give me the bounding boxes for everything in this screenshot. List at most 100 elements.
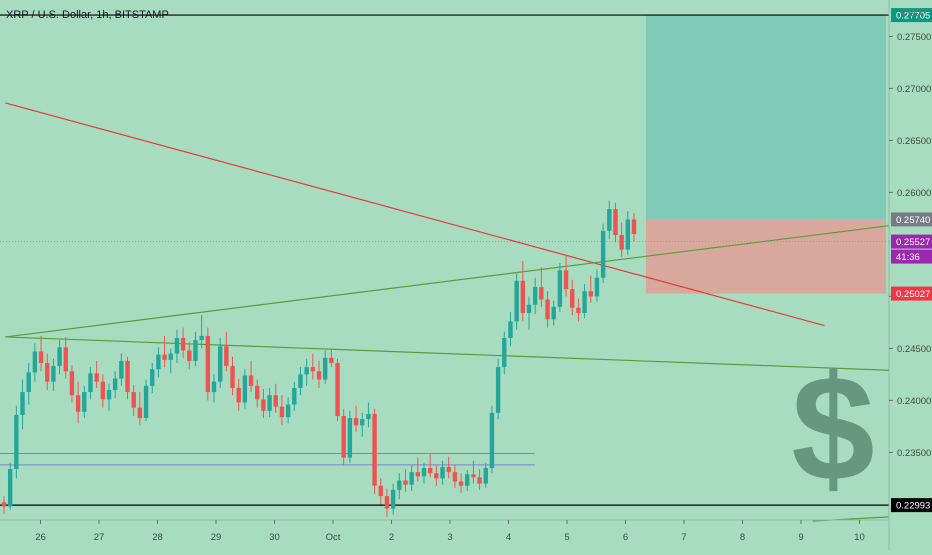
candle [594,269,600,302]
candle-body [594,277,600,297]
x-tick-label-5: Oct [326,532,341,543]
candle-body [570,289,575,308]
candle-body [415,472,421,477]
candle [112,371,118,399]
candle-body [335,362,340,416]
candle-body [545,299,550,320]
x-tick-label-6: 2 [389,532,394,543]
candle-body [576,307,581,314]
candle-body [248,375,254,386]
candle-body [14,414,19,470]
candle [360,412,365,437]
x-tick-label-14: 10 [854,532,865,543]
candle-body [563,270,569,290]
candle [248,360,254,393]
candle [273,383,278,413]
price-label-text: 0.25740 [896,215,930,226]
y-tick-label-0: 0.27500 [897,32,931,43]
candle [38,335,44,372]
x-tick-label-0: 26 [35,532,46,543]
candle-body [489,412,495,468]
candle [162,335,167,368]
candle-body [88,373,93,393]
candle-body [582,291,587,314]
candle-body [100,381,106,400]
candle-body [600,230,606,278]
currency-label[interactable]: USD [900,8,922,19]
candle-body [285,404,291,418]
y-tick-label-2: 0.26500 [897,136,931,147]
trendline-red-downtrend [5,102,825,327]
price-label-text: 0.25527 [896,237,930,248]
candle [230,356,235,396]
candle [45,353,50,390]
candle [625,211,631,255]
candle [576,298,581,322]
candle-body [292,387,297,405]
candle [205,327,211,401]
candle [199,315,204,349]
candle-body [384,496,390,509]
candle [57,340,62,375]
x-tick-label-11: 7 [681,532,686,543]
x-tick-label-8: 4 [506,532,511,543]
candle-body [63,347,68,372]
candle-body [45,362,50,382]
x-tick-label-2: 28 [152,532,163,543]
candle-body [329,357,334,363]
candle-body [539,287,544,300]
candle [588,275,593,303]
candle [316,360,322,388]
candle-body [390,489,396,509]
overlay-layer: $ [791,344,874,512]
candle [150,362,155,394]
candle-body [508,321,513,338]
candle-body [452,472,458,482]
chart-title: XRP / U.S. Dollar, 1h, BITSTAMP [6,9,169,21]
candle-body [112,378,118,390]
candle [619,222,624,257]
candle-body [193,340,198,361]
candle-body [261,399,266,411]
candle [446,456,451,479]
candle-body [137,407,143,419]
candle [94,360,99,388]
candle [292,381,297,411]
candle-body [38,351,44,363]
x-tick-label-7: 3 [447,532,452,543]
candle-body [403,480,408,485]
candle-body [75,395,81,412]
price-label-target: 0.27705 [891,8,932,23]
candle [403,469,408,492]
price-label-bg [891,8,932,23]
x-tick-label-1: 27 [94,532,105,543]
x-tick-label-10: 6 [623,532,628,543]
candle [298,367,303,396]
candle [63,336,68,379]
candle-body [366,413,371,420]
price-label-bg [891,286,932,301]
price-label-text: 0.25027 [896,289,930,300]
trendline-green-uptrend [5,225,890,338]
candle-body [316,371,322,380]
candle-body [625,219,631,250]
price-label-text: 41:36 [896,252,920,263]
candle-body [217,346,223,382]
candle [304,358,309,386]
candle [372,408,377,494]
candle-body [174,338,180,354]
candle [607,200,612,240]
candle-body [372,413,377,486]
candle-body [440,466,445,479]
candle-body [532,287,538,305]
candle [14,405,19,479]
price-label-bg [891,498,932,513]
candle [279,395,285,426]
candle [520,261,526,322]
candle-body [458,481,464,486]
candle [267,387,272,418]
candle-body [162,354,167,360]
